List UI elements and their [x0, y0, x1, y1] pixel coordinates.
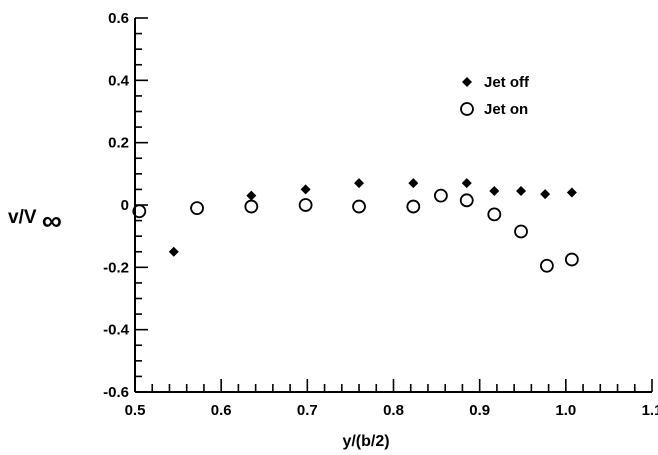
- x-tick-label: 0.8: [383, 402, 404, 419]
- point-jet-off: [461, 178, 472, 189]
- x-tick-label: 1.1: [642, 402, 658, 419]
- axes: [134, 18, 652, 393]
- point-jet-on: [406, 199, 421, 214]
- point-jet-off: [489, 185, 500, 196]
- point-jet-off: [540, 189, 551, 200]
- point-jet-on: [190, 201, 204, 216]
- y-tick-label: 0: [121, 197, 129, 214]
- legend-label-jet-on: Jet on: [484, 101, 528, 118]
- y-tick-label: 0.2: [108, 135, 129, 152]
- point-jet-on: [244, 199, 259, 214]
- point-jet-off: [300, 184, 311, 195]
- data-markers: [132, 178, 579, 273]
- y-tick-label: 0.4: [108, 72, 130, 89]
- legend-label-jet-off: Jet off: [484, 74, 530, 91]
- x-tick-label: 0.5: [125, 402, 146, 419]
- point-jet-off: [354, 178, 365, 189]
- point-jet-off: [408, 178, 419, 189]
- x-tick-label: 0.6: [211, 402, 232, 419]
- point-jet-on: [433, 188, 448, 203]
- point-jet-on: [514, 224, 528, 239]
- y-tick-label: -0.4: [103, 322, 130, 339]
- x-tick-label: 1.0: [555, 402, 576, 419]
- point-jet-on: [487, 207, 502, 222]
- x-tick-label: 0.7: [297, 402, 318, 419]
- y-axis-label-subscript: ∞: [42, 205, 62, 236]
- ticks: [134, 17, 653, 393]
- x-tick-label: 0.9: [469, 402, 490, 419]
- point-jet-on: [298, 198, 313, 212]
- point-jet-off: [246, 190, 257, 201]
- legend-marker-jet-on: [460, 102, 474, 116]
- y-tick-label: -0.2: [103, 259, 129, 276]
- point-jet-on: [564, 252, 579, 267]
- legend-marker-jet-off: [462, 77, 472, 87]
- tick-labels: 0.6 0.4 0.2 0 -0.2 -0.4 -0.60.5 0.6 0.7 0.8 0.9 1.0…: [103, 10, 658, 419]
- y-axis-label: v/V ∞: [8, 205, 62, 236]
- y-tick-label: 0.6: [108, 10, 129, 27]
- point-jet-off: [566, 187, 577, 198]
- x-axis-label: y/(b/2): [342, 433, 389, 450]
- point-jet-on: [459, 193, 474, 208]
- point-jet-on: [539, 258, 554, 273]
- y-tick-label: -0.6: [103, 384, 129, 401]
- point-jet-off: [168, 246, 179, 257]
- legend: Jet off Jet on: [460, 74, 530, 118]
- y-axis-label-main: v/V: [8, 207, 37, 228]
- point-jet-on: [132, 204, 147, 219]
- point-jet-off: [516, 185, 527, 196]
- point-jet-on: [352, 199, 366, 214]
